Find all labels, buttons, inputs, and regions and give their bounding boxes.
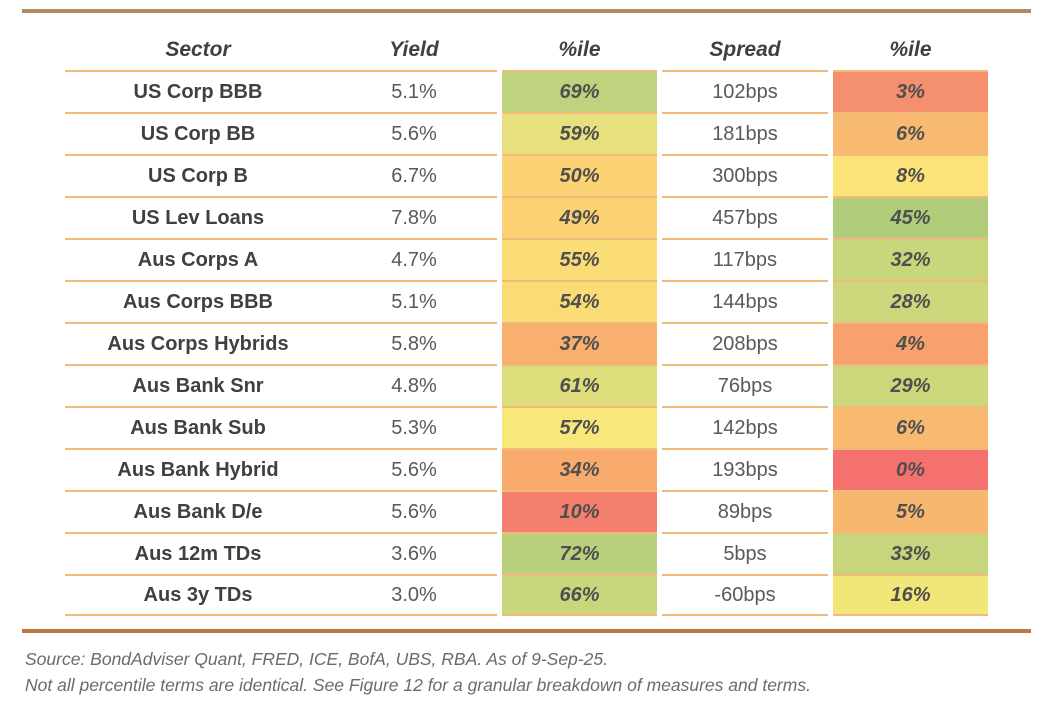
yield-percentile-cell: 69% xyxy=(502,70,657,112)
yield-cell: 5.1% xyxy=(331,280,497,322)
yield-percentile-cell: 50% xyxy=(502,154,657,196)
spread-cell: 193bps xyxy=(662,448,828,490)
spread-percentile-cell: 6% xyxy=(833,112,988,154)
sector-cell: Aus Bank Sub xyxy=(65,406,331,448)
yield-cell: 4.8% xyxy=(331,364,497,406)
spread-cell: 76bps xyxy=(662,364,828,406)
yield-percentile-cell: 37% xyxy=(502,322,657,364)
table-row: US Corp B 6.7% 50% 300bps 8% xyxy=(65,154,993,196)
top-rule xyxy=(22,9,1031,13)
spread-cell: 144bps xyxy=(662,280,828,322)
yield-percentile-cell: 59% xyxy=(502,112,657,154)
spread-cell: 102bps xyxy=(662,70,828,112)
table-row: Aus Corps BBB 5.1% 54% 144bps 28% xyxy=(65,280,993,322)
spread-percentile-cell: 32% xyxy=(833,238,988,280)
spread-percentile-cell: 5% xyxy=(833,490,988,532)
spread-cell: 181bps xyxy=(662,112,828,154)
table-row: Aus Corps Hybrids 5.8% 37% 208bps 4% xyxy=(65,322,993,364)
yield-cell: 5.6% xyxy=(331,490,497,532)
header-sector: Sector xyxy=(165,38,231,61)
spread-percentile-cell: 6% xyxy=(833,406,988,448)
spread-cell: 457bps xyxy=(662,196,828,238)
spread-cell: 142bps xyxy=(662,406,828,448)
table-row: US Corp BBB 5.1% 69% 102bps 3% xyxy=(65,70,993,112)
sector-cell: US Corp B xyxy=(65,154,331,196)
yield-cell: 5.6% xyxy=(331,448,497,490)
sector-cell: Aus Bank Hybrid xyxy=(65,448,331,490)
spread-percentile-cell: 4% xyxy=(833,322,988,364)
sector-cell: Aus Corps Hybrids xyxy=(65,322,331,364)
yield-percentile-cell: 55% xyxy=(502,238,657,280)
bottom-rule xyxy=(22,629,1031,633)
yield-percentile-cell: 10% xyxy=(502,490,657,532)
yield-percentile-cell: 49% xyxy=(502,196,657,238)
sector-cell: Aus Corps A xyxy=(65,238,331,280)
spread-percentile-cell: 0% xyxy=(833,448,988,490)
sector-cell: US Corp BBB xyxy=(65,70,331,112)
table-row: Aus Bank Hybrid 5.6% 34% 193bps 0% xyxy=(65,448,993,490)
yield-cell: 4.7% xyxy=(331,238,497,280)
sector-cell: US Lev Loans xyxy=(65,196,331,238)
spread-cell: 300bps xyxy=(662,154,828,196)
table-row: Aus 3y TDs 3.0% 66% -60bps 16% xyxy=(65,574,993,616)
yield-cell: 5.6% xyxy=(331,112,497,154)
yield-cell: 6.7% xyxy=(331,154,497,196)
yield-cell: 5.3% xyxy=(331,406,497,448)
source-note: Source: BondAdviser Quant, FRED, ICE, Bo… xyxy=(25,646,811,698)
spread-percentile-cell: 29% xyxy=(833,364,988,406)
table-row: Aus Bank Snr 4.8% 61% 76bps 29% xyxy=(65,364,993,406)
yield-cell: 5.1% xyxy=(331,70,497,112)
yield-cell: 3.6% xyxy=(331,532,497,574)
yield-cell: 3.0% xyxy=(331,574,497,616)
spread-percentile-cell: 33% xyxy=(833,532,988,574)
header-spread: Spread xyxy=(709,38,781,61)
header-yield: Yield xyxy=(389,38,439,61)
spread-percentile-cell: 16% xyxy=(833,574,988,616)
sector-cell: Aus Bank D/e xyxy=(65,490,331,532)
spread-cell: 117bps xyxy=(662,238,828,280)
table-body: US Corp BBB 5.1% 69% 102bps 3% US Corp BB 5.6%… xyxy=(65,70,993,616)
yield-percentile-cell: 61% xyxy=(502,364,657,406)
table-row: Aus Bank D/e 5.6% 10% 89bps 5% xyxy=(65,490,993,532)
sector-cell: Aus Corps BBB xyxy=(65,280,331,322)
sector-cell: Aus Bank Snr xyxy=(65,364,331,406)
spread-percentile-cell: 8% xyxy=(833,154,988,196)
spread-cell: 89bps xyxy=(662,490,828,532)
sector-cell: Aus 12m TDs xyxy=(65,532,331,574)
table-row: Aus Bank Sub 5.3% 57% 142bps 6% xyxy=(65,406,993,448)
source-line: Source: BondAdviser Quant, FRED, ICE, Bo… xyxy=(25,649,608,669)
yield-percentile-cell: 72% xyxy=(502,532,657,574)
yield-percentile-cell: 66% xyxy=(502,574,657,616)
yield-percentile-cell: 57% xyxy=(502,406,657,448)
note-line: Not all percentile terms are identical. … xyxy=(25,675,811,695)
table-row: US Corp BB 5.6% 59% 181bps 6% xyxy=(65,112,993,154)
yield-cell: 5.8% xyxy=(331,322,497,364)
table-row: Aus Corps A 4.7% 55% 117bps 32% xyxy=(65,238,993,280)
table-header-row: Sector Yield %ile Spread %ile xyxy=(65,30,993,70)
spread-percentile-cell: 28% xyxy=(833,280,988,322)
header-yield-pctile: %ile xyxy=(558,38,601,61)
spread-cell: -60bps xyxy=(662,574,828,616)
credit-sector-table: Sector Yield %ile Spread %ile US Corp BB… xyxy=(65,30,993,616)
spread-cell: 5bps xyxy=(662,532,828,574)
spread-percentile-cell: 3% xyxy=(833,70,988,112)
yield-percentile-cell: 54% xyxy=(502,280,657,322)
yield-percentile-cell: 34% xyxy=(502,448,657,490)
table-row: US Lev Loans 7.8% 49% 457bps 45% xyxy=(65,196,993,238)
header-spread-pctile: %ile xyxy=(889,38,932,61)
spread-cell: 208bps xyxy=(662,322,828,364)
spread-percentile-cell: 45% xyxy=(833,196,988,238)
table-row: Aus 12m TDs 3.6% 72% 5bps 33% xyxy=(65,532,993,574)
sector-cell: Aus 3y TDs xyxy=(65,574,331,616)
sector-cell: US Corp BB xyxy=(65,112,331,154)
yield-cell: 7.8% xyxy=(331,196,497,238)
